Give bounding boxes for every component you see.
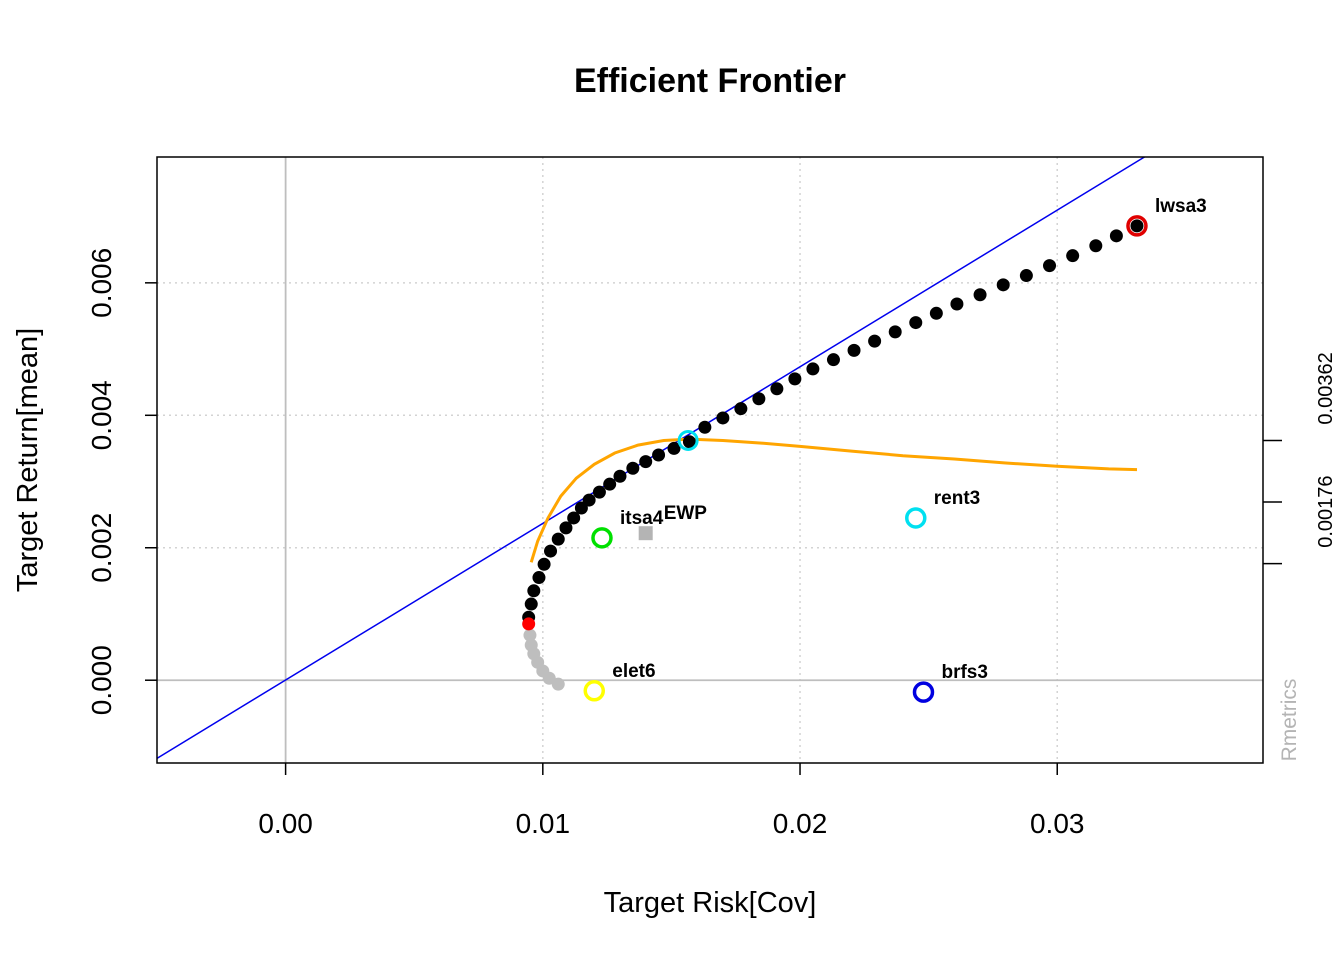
efficient-frontier-point xyxy=(532,571,546,585)
min-variance-point xyxy=(522,617,536,631)
equal-weights-marker xyxy=(638,526,653,541)
asset-label: lwsa3 xyxy=(1155,196,1207,217)
asset-marker xyxy=(1126,215,1148,237)
efficient-frontier-point xyxy=(770,382,784,396)
tangency-portfolio-marker xyxy=(677,429,699,451)
y-tick-label: 0.000 xyxy=(86,645,117,715)
asset-label: elet6 xyxy=(612,661,655,682)
efficient-frontier-point xyxy=(788,372,802,386)
efficient-frontier-point xyxy=(603,477,617,491)
asset-marker xyxy=(912,681,935,703)
efficient-frontier-point xyxy=(1109,229,1123,243)
efficient-frontier-point xyxy=(868,334,882,348)
efficient-frontier-point xyxy=(929,306,943,320)
y-axis-label: Target Return[mean] xyxy=(12,328,44,592)
plot-frame xyxy=(156,156,1264,764)
efficient-frontier-point xyxy=(613,469,627,483)
efficient-frontier-point xyxy=(639,455,653,469)
efficient-frontier-point xyxy=(667,441,681,455)
y-tick-label: 0.006 xyxy=(86,248,117,318)
sharpe-ratio-curve xyxy=(529,437,1138,563)
efficient-frontier-point xyxy=(1019,269,1033,283)
efficient-frontier-point xyxy=(909,316,923,330)
efficient-frontier-point xyxy=(716,411,730,425)
efficient-frontier-point xyxy=(752,392,766,406)
efficient-frontier-point xyxy=(582,493,596,507)
efficient-frontier-point xyxy=(1089,239,1103,253)
efficient-frontier-point xyxy=(1043,259,1057,273)
efficient-frontier-point xyxy=(734,402,748,416)
x-tick-label: 0.01 xyxy=(516,808,571,839)
efficient-frontier-point xyxy=(806,362,820,376)
efficient-frontier-point xyxy=(537,557,551,571)
efficient-frontier-point xyxy=(826,353,840,367)
tangency-line xyxy=(157,157,1146,760)
asset-label: rent3 xyxy=(934,488,980,509)
efficient-frontier-point xyxy=(527,584,541,598)
efficient-frontier-point xyxy=(682,435,696,449)
efficient-frontier-point xyxy=(698,420,712,434)
x-tick-label: 0.00 xyxy=(258,808,313,839)
inefficient-frontier-point xyxy=(523,628,537,642)
x-axis-label: Target Risk[Cov] xyxy=(604,887,817,919)
efficient-frontier-point xyxy=(1130,219,1144,233)
efficient-frontier-point xyxy=(888,325,902,339)
asset-marker xyxy=(905,507,927,529)
inefficient-frontier-point xyxy=(551,677,565,691)
efficient-frontier-point xyxy=(567,511,581,525)
asset-marker xyxy=(583,680,606,702)
efficient-frontier-point xyxy=(1066,249,1080,263)
efficient-frontier-point xyxy=(847,343,861,357)
efficient-frontier-point xyxy=(551,532,565,546)
efficient-frontier-point xyxy=(524,597,538,611)
efficient-frontier-point xyxy=(950,297,964,311)
y-tick-label: 0.004 xyxy=(86,380,117,450)
chart-title: Efficient Frontier xyxy=(574,62,846,100)
x-tick-label: 0.02 xyxy=(773,808,828,839)
efficient-frontier-point xyxy=(559,521,573,535)
plot-area: lwsa3 rent3 itsa4 elet6 brfs3 EWP 0.00 0.01 0.02… xyxy=(86,156,1337,839)
asset-label: itsa4 xyxy=(620,508,664,529)
rmetrics-credit: Rmetrics xyxy=(1278,679,1301,762)
right-axis-tick-label: 0.00176 xyxy=(1315,476,1337,548)
efficient-frontier-point xyxy=(973,288,987,302)
y-tick-label: 0.002 xyxy=(86,513,117,583)
equal-weights-label: EWP xyxy=(664,503,708,524)
efficient-frontier-point xyxy=(652,448,666,462)
right-axis-tick-label: 0.00362 xyxy=(1315,352,1337,424)
asset-label: brfs3 xyxy=(941,662,987,683)
efficient-frontier-point xyxy=(996,278,1010,292)
asset-marker xyxy=(591,527,613,549)
efficient-frontier-point xyxy=(626,461,640,475)
efficient-frontier-point xyxy=(544,544,558,558)
efficient-frontier-point xyxy=(592,485,606,499)
x-tick-label: 0.03 xyxy=(1030,808,1085,839)
